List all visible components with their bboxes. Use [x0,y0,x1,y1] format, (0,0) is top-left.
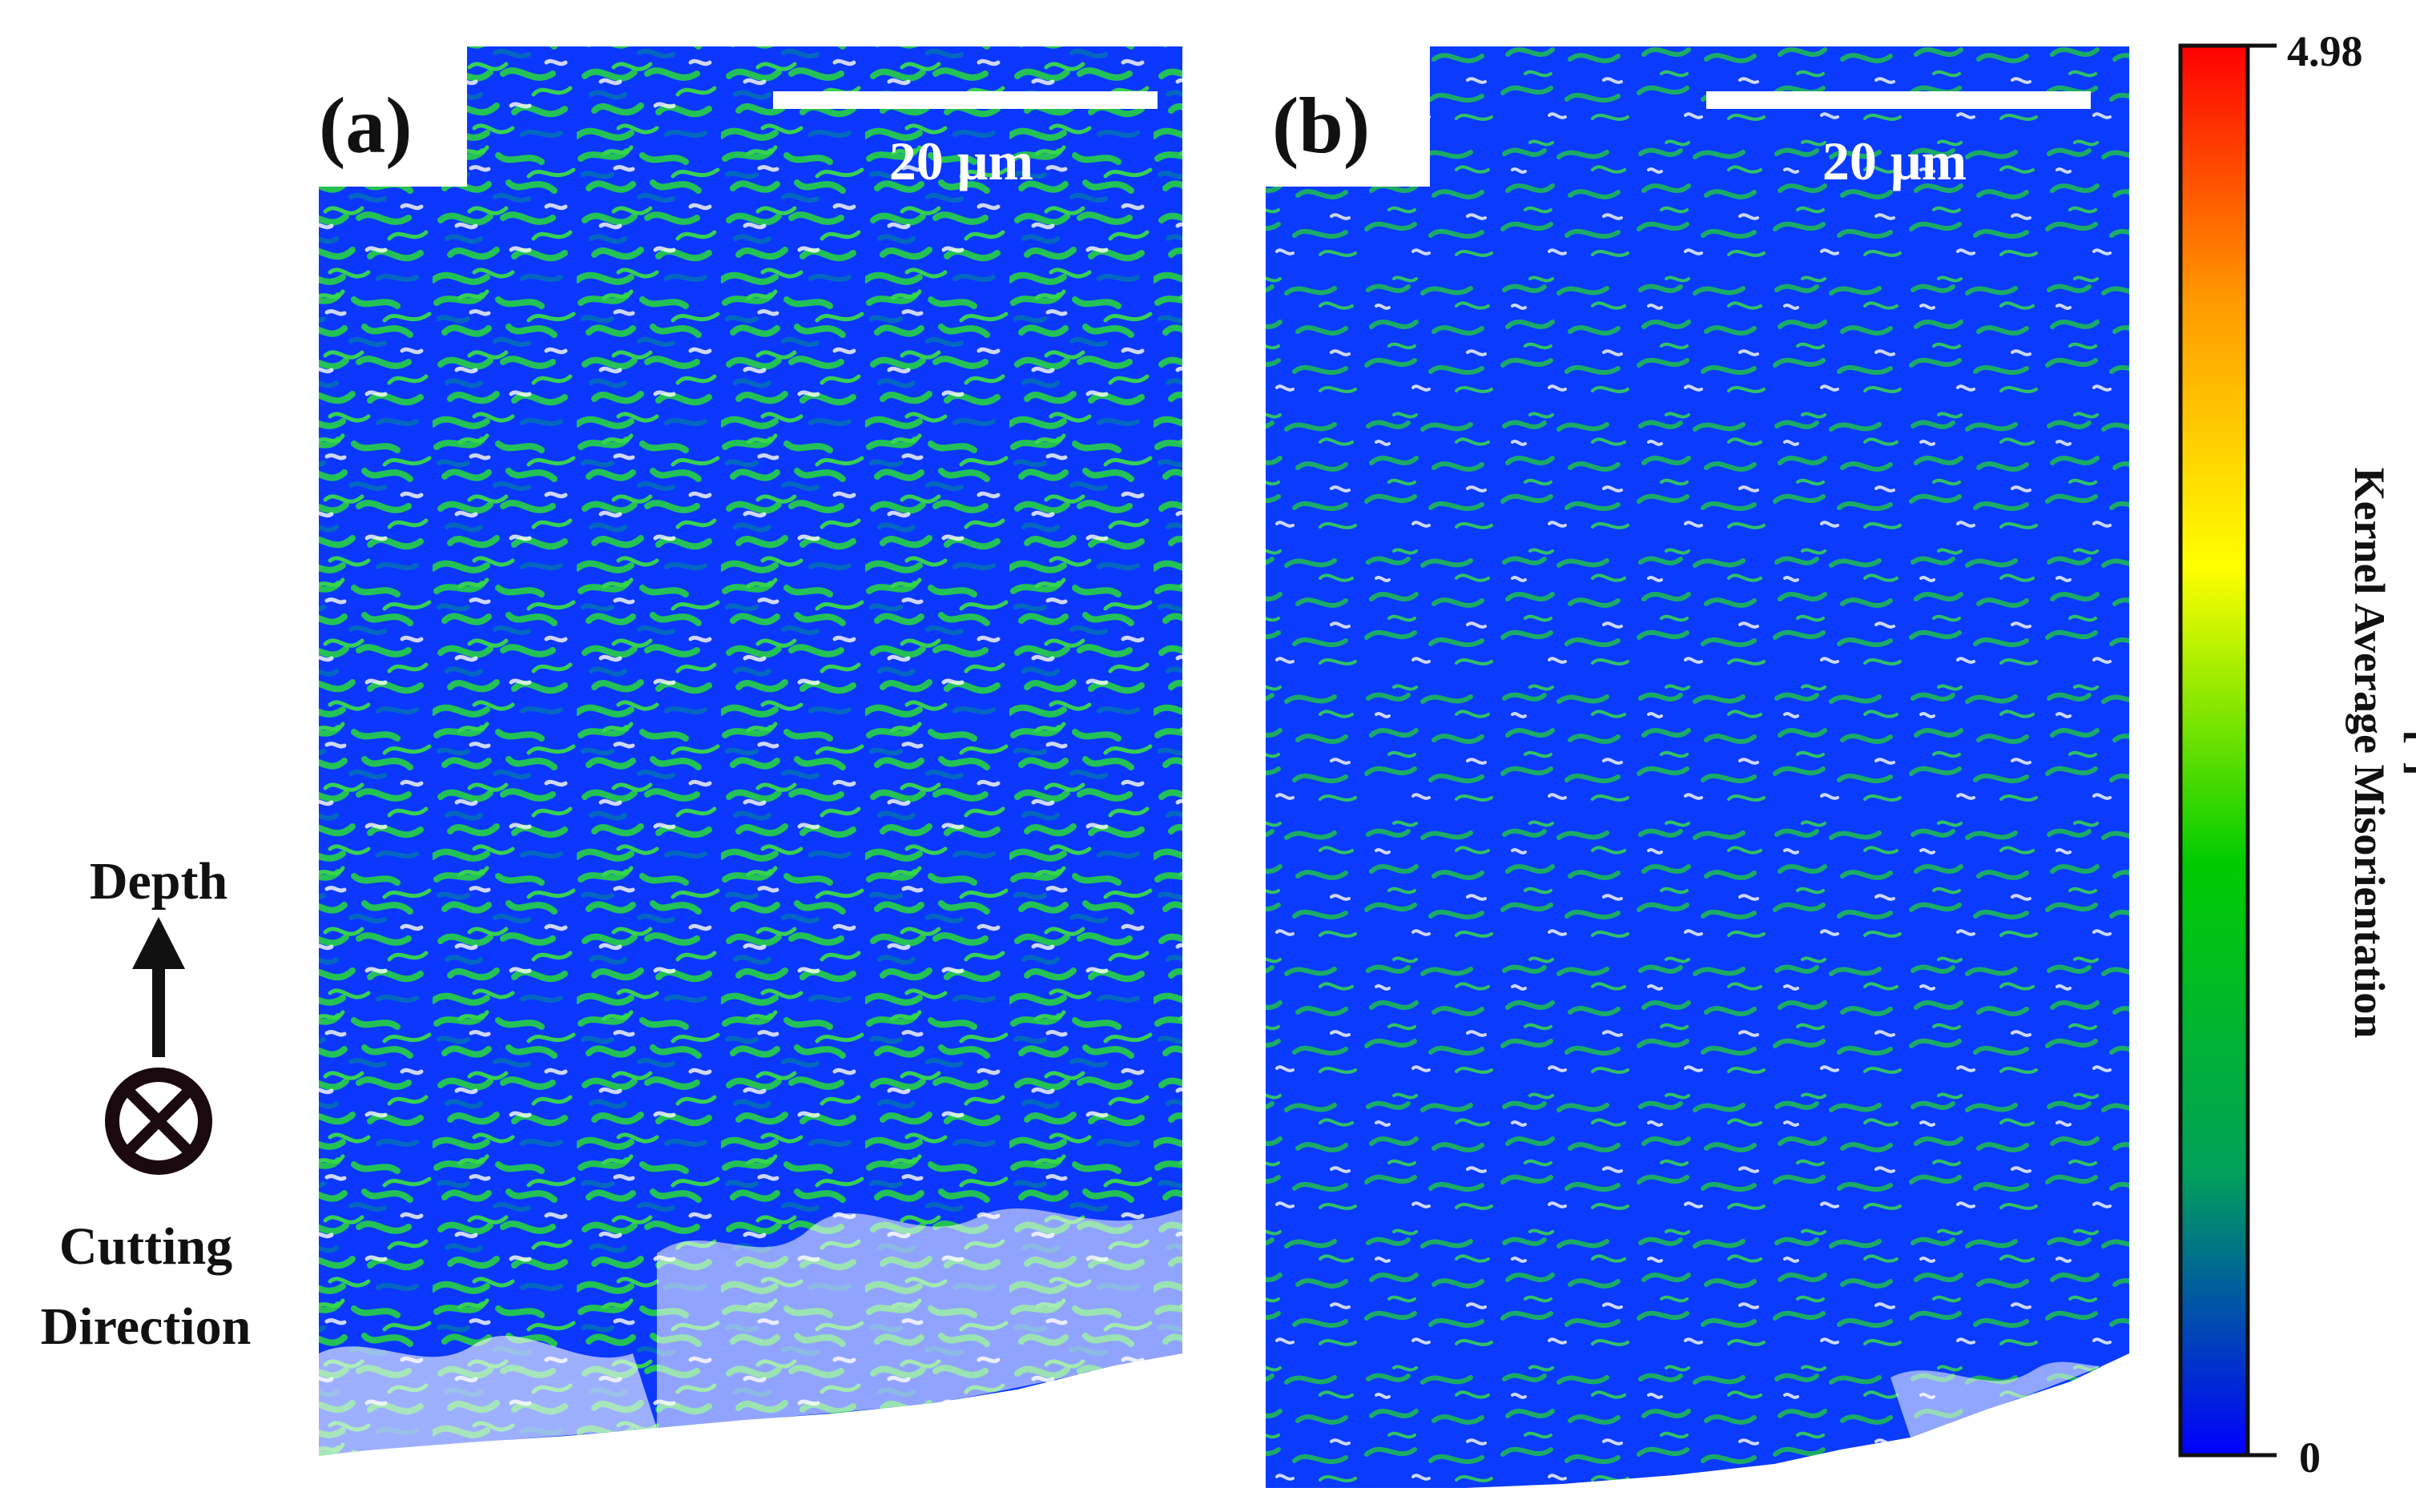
white-void-cluster-a [657,1208,1182,1428]
orientation-marker: Depth Cutting Direction [41,852,252,1356]
scale-bar-label-a: 20 μm [889,131,1033,191]
depth-label: Depth [90,852,228,911]
colorbar-min-label: 0 [2299,1434,2321,1482]
colorbar-max-label: 4.98 [2287,27,2363,75]
ebsd-panel-b: 20 μm (b) [1266,46,2129,1488]
depth-arrow-icon [132,917,185,969]
colorbar-title-group: Kernel Average Misorientation [°] [2346,468,2416,1039]
colorbar: 4.98 0 Kernel Average Misorientation [°] [2178,27,2416,1482]
white-void-cluster-b [1891,1353,2129,1438]
colorbar-title: Kernel Average Misorientation [2346,468,2394,1039]
scale-bar-label-b: 20 μm [1822,131,1967,191]
panel-label-b: (b) [1272,81,1370,170]
ebsd-map-a [319,46,1182,1456]
colorbar-unit: [°] [2400,730,2416,776]
ebsd-panel-a: 20 μm (a) [319,46,1182,1456]
scale-bar-a [773,91,1158,109]
cutting-label-line-2: Direction [41,1297,252,1356]
panel-label-a: (a) [319,81,413,170]
ebsd-map-b [1266,46,2129,1488]
colorbar-gradient [2178,43,2250,1458]
white-void-cluster-a-lower [319,1336,657,1456]
scale-bar-b [1706,91,2091,109]
cutting-label-line-1: Cutting [59,1217,232,1276]
cross-icon-line-2 [124,1087,193,1156]
